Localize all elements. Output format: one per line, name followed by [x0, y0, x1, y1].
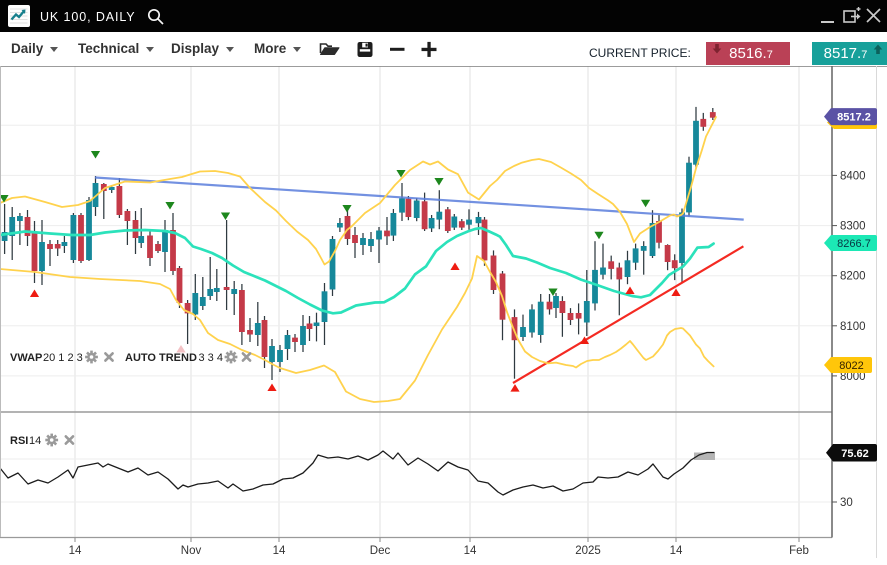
- svg-text:8517.2: 8517.2: [837, 112, 871, 124]
- svg-text:Dec: Dec: [370, 545, 391, 557]
- svg-text:8022: 8022: [839, 360, 863, 372]
- svg-text:14: 14: [29, 435, 41, 447]
- svg-text:8100: 8100: [840, 321, 866, 333]
- svg-text:8000: 8000: [840, 371, 866, 383]
- svg-text:20 1 2 3: 20 1 2 3: [43, 352, 83, 364]
- svg-text:VWAP: VWAP: [10, 352, 42, 364]
- svg-text:3 3 4: 3 3 4: [199, 352, 223, 364]
- svg-text:8266.7: 8266.7: [837, 238, 871, 250]
- svg-text:AUTO TREND: AUTO TREND: [125, 352, 197, 364]
- svg-text:RSI: RSI: [10, 435, 28, 447]
- svg-text:14: 14: [670, 545, 683, 557]
- svg-text:14: 14: [69, 545, 82, 557]
- svg-text:75.62: 75.62: [841, 448, 869, 460]
- svg-text:Feb: Feb: [789, 545, 809, 557]
- svg-text:30: 30: [840, 497, 853, 509]
- svg-text:14: 14: [273, 545, 286, 557]
- svg-text:8400: 8400: [840, 170, 866, 182]
- svg-text:8300: 8300: [840, 221, 866, 233]
- svg-text:14: 14: [464, 545, 477, 557]
- svg-text:8200: 8200: [840, 271, 866, 283]
- svg-text:2025: 2025: [575, 545, 601, 557]
- svg-text:Nov: Nov: [181, 545, 202, 557]
